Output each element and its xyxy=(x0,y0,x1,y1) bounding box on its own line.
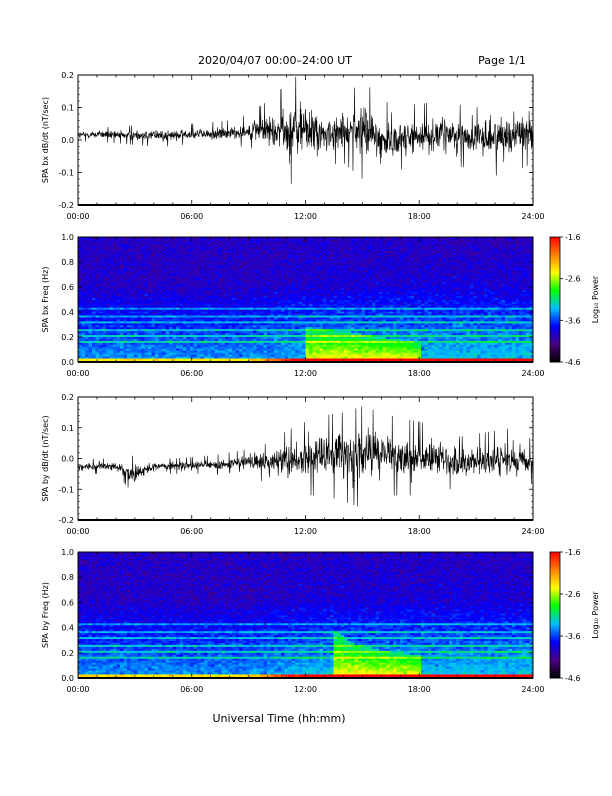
panel-1: 0.2 0.1 0.0 -0.1 -0.2 00:00 06:00 12:00 18:00 24:… xyxy=(41,71,545,221)
x-tick-label: 12:00 xyxy=(294,212,317,221)
y-tick-label: -0.2 xyxy=(58,201,74,210)
page-indicator: Page 1/1 xyxy=(478,54,526,67)
x-tick-label: 00:00 xyxy=(66,212,89,221)
y-tick-label: -0.1 xyxy=(58,169,74,178)
y-tick-label: 0.2 xyxy=(61,71,74,80)
x-axis-title: Universal Time (hh:mm) xyxy=(213,712,346,725)
plots-group: 0.2 0.1 0.0 -0.1 -0.2 00:00 06:00 12:00 18:00 24:… xyxy=(41,71,600,694)
series-line xyxy=(78,77,533,184)
y-axis-label: SPA bx dB/dt (nT/sec) xyxy=(41,97,50,183)
x-tick-label: 24:00 xyxy=(521,212,544,221)
y-tick-label: 0.1 xyxy=(61,104,74,113)
x-tick-label: 06:00 xyxy=(180,212,203,221)
heatmap-cells xyxy=(78,237,533,362)
y-tick-label: 0.0 xyxy=(61,136,74,145)
x-tick-label: 18:00 xyxy=(408,212,431,221)
figure-title: 2020/04/07 00:00–24:00 UT xyxy=(198,54,352,67)
